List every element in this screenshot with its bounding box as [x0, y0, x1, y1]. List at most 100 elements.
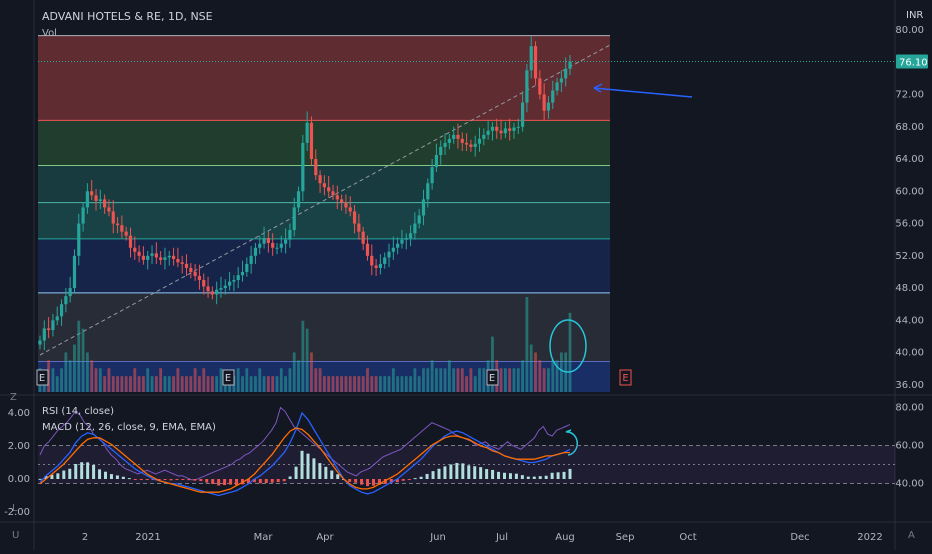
volume-bar: [241, 376, 244, 392]
volume-bar: [275, 376, 279, 392]
macd-histogram-bar: [568, 468, 572, 479]
candle-body: [546, 102, 551, 111]
candle-body: [124, 231, 128, 236]
candle-body: [301, 142, 305, 192]
volume-bar: [547, 368, 550, 392]
candle-body: [387, 251, 391, 258]
time-tick-label: Jul: [495, 532, 508, 543]
volume-bar: [68, 360, 72, 392]
candle-body: [314, 159, 318, 176]
volume-bar: [335, 376, 339, 392]
volume-bar: [129, 376, 132, 392]
toolbar-l[interactable]: L: [12, 503, 18, 514]
candle-body: [361, 231, 365, 244]
candle-body: [305, 122, 309, 143]
candle-body: [318, 175, 322, 184]
candle-body: [55, 316, 59, 321]
toolbar-z[interactable]: Z: [10, 392, 17, 403]
volume-bar: [176, 368, 180, 392]
volume-bar: [387, 376, 391, 392]
candle-body: [227, 281, 232, 286]
volume-bar: [551, 360, 555, 392]
candle-body: [210, 291, 214, 295]
candle-body: [452, 134, 456, 139]
currency-label[interactable]: INR: [906, 10, 924, 21]
volume-bar: [521, 360, 525, 392]
earnings-marker-box-upcoming: [619, 369, 632, 386]
candle-body: [111, 211, 115, 224]
macd-histogram-bar: [115, 475, 119, 479]
macd-label[interactable]: MACD (12, 26, close, 9, EMA, EMA): [42, 422, 216, 433]
volume-bar: [77, 320, 81, 392]
candle-body: [296, 191, 301, 208]
volume-bar: [98, 368, 102, 392]
candle-body: [279, 243, 283, 248]
current-price-badge: [896, 54, 928, 69]
candle-body: [352, 211, 357, 224]
candle-body: [103, 199, 107, 208]
macd-histogram-bar: [491, 469, 495, 479]
candle-body: [508, 128, 512, 131]
candle-body: [408, 233, 413, 239]
volume-bar: [491, 336, 494, 392]
candle-body: [64, 296, 68, 305]
candle-body: [447, 138, 451, 143]
candle-body: [499, 130, 503, 134]
candle-body: [391, 247, 395, 252]
rsi-tick-label: 60.00: [895, 441, 924, 452]
volume-bar: [499, 368, 503, 392]
candle-body: [495, 126, 499, 131]
volume-bar: [559, 352, 563, 392]
volume-bar: [503, 368, 507, 392]
earnings-marker-box: [36, 369, 49, 386]
volume-bar: [271, 376, 275, 392]
candle-body: [525, 70, 529, 103]
candle-body: [59, 304, 64, 317]
candle-body: [215, 289, 219, 295]
macd-histogram-bar: [104, 471, 108, 479]
volume-bar: [327, 376, 331, 392]
macd-histogram-bar: [366, 479, 370, 487]
volume-bar: [344, 376, 348, 392]
candle-body: [146, 255, 150, 260]
macd-histogram-bar: [455, 462, 459, 479]
candle-body: [477, 138, 482, 144]
volume-bar: [379, 376, 382, 392]
candle-body: [42, 328, 46, 341]
macd-histogram-bar: [252, 479, 256, 483]
macd-histogram-bar: [258, 479, 262, 484]
auto-scale-button[interactable]: A: [908, 530, 915, 541]
candle-body: [404, 238, 408, 240]
macd-tick-label: 4.00: [8, 408, 30, 419]
volume-bar: [219, 368, 223, 392]
toolbar-u[interactable]: U: [12, 530, 20, 541]
volume-bar: [422, 368, 425, 392]
volume-bar: [370, 376, 374, 392]
candle-body: [340, 199, 344, 203]
macd-histogram-bar: [497, 471, 501, 479]
volume-bar: [142, 376, 145, 392]
candle-body: [197, 275, 202, 281]
candle-body: [68, 288, 72, 297]
candle-body: [344, 202, 348, 208]
macd-histogram-bar: [98, 469, 102, 479]
volume-bar: [568, 312, 572, 392]
candle-body: [512, 127, 516, 131]
volume-bar: [124, 376, 128, 392]
rsi-label[interactable]: RSI (14, close): [42, 406, 115, 417]
volume-bar: [111, 376, 115, 392]
volume-bar: [258, 368, 262, 392]
volume-bar: [215, 376, 219, 392]
candle-body: [378, 263, 383, 268]
macd-histogram-bar: [229, 479, 233, 485]
volume-bar: [81, 328, 85, 392]
volume-bar: [159, 368, 163, 392]
volume-bar: [60, 368, 63, 392]
candle-body: [94, 195, 98, 201]
candle-body: [120, 225, 124, 232]
candle-body: [383, 257, 387, 264]
volume-bar: [512, 368, 516, 392]
macd-histogram-bar: [139, 479, 143, 480]
